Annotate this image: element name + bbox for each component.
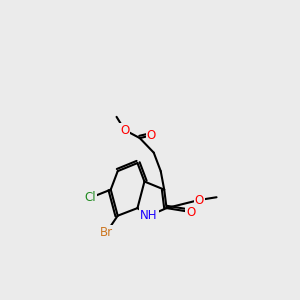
Text: O: O <box>194 194 204 206</box>
Text: NH: NH <box>140 209 158 222</box>
Text: O: O <box>186 206 196 218</box>
Text: Br: Br <box>100 226 113 239</box>
Text: O: O <box>147 129 156 142</box>
Text: Cl: Cl <box>85 191 96 204</box>
Text: O: O <box>120 124 129 136</box>
